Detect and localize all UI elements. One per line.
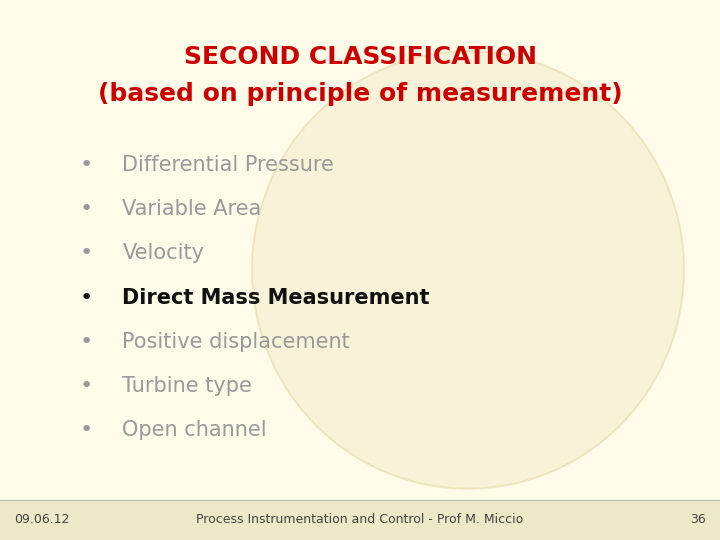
Text: Variable Area: Variable Area xyxy=(122,199,261,219)
Text: •: • xyxy=(80,376,93,396)
Text: Velocity: Velocity xyxy=(122,243,204,264)
Text: Turbine type: Turbine type xyxy=(122,376,252,396)
Text: •: • xyxy=(80,243,93,264)
Text: Positive displacement: Positive displacement xyxy=(122,332,350,352)
Text: Differential Pressure: Differential Pressure xyxy=(122,154,334,175)
Text: •: • xyxy=(80,287,93,308)
Ellipse shape xyxy=(252,51,684,489)
Text: SECOND CLASSIFICATION: SECOND CLASSIFICATION xyxy=(184,45,536,69)
Text: 09.06.12: 09.06.12 xyxy=(14,513,70,526)
Text: Open channel: Open channel xyxy=(122,420,267,441)
Text: Process Instrumentation and Control - Prof M. Miccio: Process Instrumentation and Control - Pr… xyxy=(197,513,523,526)
Text: (based on principle of measurement): (based on principle of measurement) xyxy=(98,83,622,106)
Text: •: • xyxy=(80,332,93,352)
Text: •: • xyxy=(80,420,93,441)
Text: Direct Mass Measurement: Direct Mass Measurement xyxy=(122,287,430,308)
FancyBboxPatch shape xyxy=(0,500,720,540)
Text: •: • xyxy=(80,199,93,219)
Text: •: • xyxy=(80,154,93,175)
Text: 36: 36 xyxy=(690,513,706,526)
